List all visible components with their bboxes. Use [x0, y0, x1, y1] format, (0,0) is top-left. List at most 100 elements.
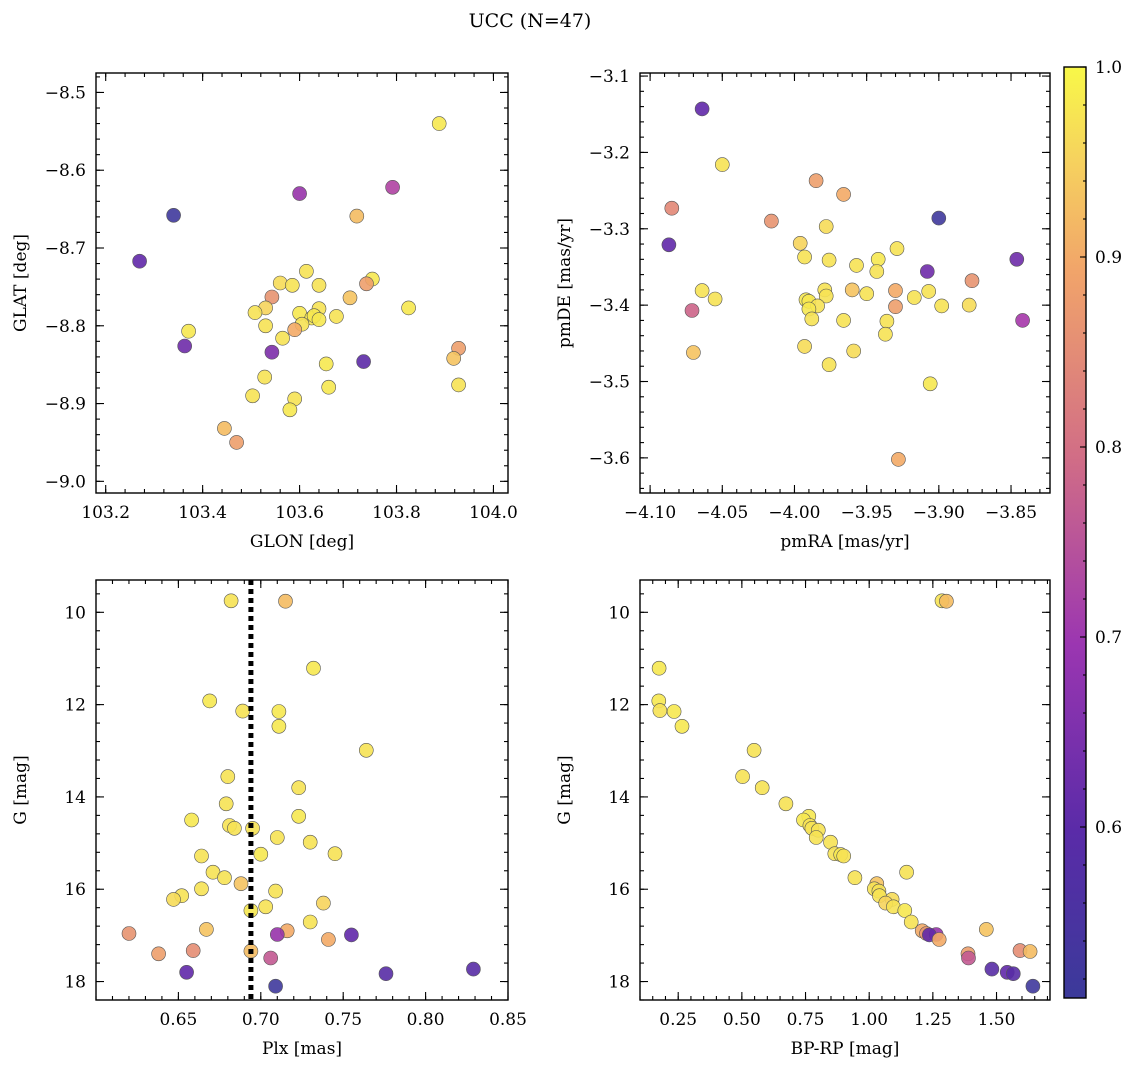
x-tick-label: 103.6	[275, 503, 324, 523]
data-point	[939, 593, 954, 609]
data-point	[754, 780, 770, 796]
data-point	[844, 282, 860, 298]
data-point	[269, 927, 285, 942]
data-point	[903, 914, 919, 930]
x-tick-label: 103.2	[81, 503, 130, 523]
data-point	[961, 297, 977, 313]
data-point	[132, 253, 147, 269]
data-point	[166, 892, 181, 907]
x-axis-label: Plx [mas]	[262, 1039, 342, 1059]
data-point	[344, 927, 359, 943]
x-tick-label: 1.00	[850, 1010, 888, 1030]
data-point	[258, 899, 274, 915]
data-point	[272, 275, 288, 291]
colorbar-frame	[1063, 66, 1087, 999]
y-tick-label: 14	[64, 788, 86, 808]
data-point	[651, 660, 667, 676]
data-point	[269, 830, 285, 845]
data-point	[218, 796, 234, 812]
data-point	[194, 881, 209, 897]
x-tick-label: −4.00	[768, 503, 820, 523]
data-point	[931, 932, 947, 947]
data-point	[821, 357, 837, 373]
data-point	[652, 703, 668, 718]
data-point	[846, 343, 862, 359]
x-tick-label: 0.80	[407, 1010, 445, 1030]
y-axis-label: G [mag]	[555, 755, 575, 824]
data-point	[922, 376, 938, 392]
data-point	[674, 718, 690, 734]
x-axis-label: BP-RP [mag]	[791, 1039, 900, 1059]
data-point	[329, 309, 344, 324]
data-point	[194, 848, 209, 864]
data-point	[311, 277, 327, 293]
axes-frame	[95, 72, 509, 494]
data-point	[921, 284, 937, 299]
data-point	[184, 812, 199, 828]
data-point	[466, 961, 481, 977]
data-point	[746, 742, 762, 758]
y-tick-label: −3.1	[589, 67, 630, 87]
data-point	[821, 252, 837, 268]
data-point	[166, 208, 181, 223]
data-point	[223, 593, 239, 609]
x-tick-label: 0.50	[723, 1010, 761, 1030]
panel-plx: 0.65 0.70 0.75 0.80 0.85 10 12 14 16 18 Plx [mas] G…	[11, 579, 527, 1059]
data-point	[356, 354, 371, 369]
data-point	[888, 283, 903, 298]
data-point	[264, 289, 280, 305]
data-point	[235, 703, 250, 719]
data-point	[271, 704, 287, 719]
data-point	[684, 303, 700, 318]
y-tick-label: −3.6	[589, 449, 630, 469]
data-point	[847, 870, 863, 886]
x-tick-label: −3.85	[985, 503, 1037, 523]
data-point	[202, 693, 217, 709]
data-point	[836, 187, 851, 202]
data-point	[229, 435, 244, 450]
data-point	[264, 344, 280, 360]
data-point	[359, 276, 374, 292]
data-point	[177, 338, 192, 354]
data-point	[306, 660, 321, 676]
colorbar-tick-label: 1.0	[1095, 58, 1122, 78]
x-tick-label: 1.50	[978, 1010, 1016, 1030]
data-point	[1009, 251, 1025, 267]
points	[121, 593, 481, 994]
data-point	[318, 356, 334, 372]
data-point	[451, 377, 466, 393]
panel-pm: −4.10 −4.05 −4.00 −3.95 −3.90 −3.85 −3.1 −3.2 −3…	[555, 67, 1051, 552]
y-tick-label: −8.5	[45, 83, 86, 103]
x-tick-label: 0.25	[659, 1010, 697, 1030]
data-point	[258, 318, 273, 334]
data-point	[151, 946, 166, 962]
data-point	[358, 742, 374, 758]
data-point	[792, 236, 808, 251]
data-point	[121, 926, 137, 941]
data-point	[268, 978, 283, 994]
data-point	[292, 186, 307, 201]
data-point	[797, 249, 812, 265]
data-point	[263, 950, 279, 966]
y-tick-label: 16	[64, 880, 86, 900]
data-point	[707, 291, 723, 307]
data-point	[889, 241, 905, 256]
y-tick-label: 12	[608, 696, 630, 716]
data-point	[233, 876, 249, 892]
y-tick-label: −8.7	[45, 239, 86, 259]
data-point	[804, 311, 820, 327]
y-tick-label: 18	[608, 973, 630, 993]
data-point	[686, 345, 701, 360]
colorbar-tick-label: 0.9	[1095, 248, 1122, 268]
data-point	[284, 277, 300, 293]
data-point	[1005, 966, 1021, 982]
colorbar-tick-label: 0.7	[1095, 628, 1122, 648]
data-point	[299, 263, 314, 279]
data-point	[978, 922, 994, 937]
data-point	[899, 864, 914, 880]
data-point	[291, 808, 307, 824]
panel-sky: 103.2 103.4 103.6 103.8 104.0 −8.5 −8.6 −8.7 −8.…	[11, 72, 518, 552]
data-point	[664, 200, 680, 216]
x-tick-label: 104.0	[469, 503, 518, 523]
